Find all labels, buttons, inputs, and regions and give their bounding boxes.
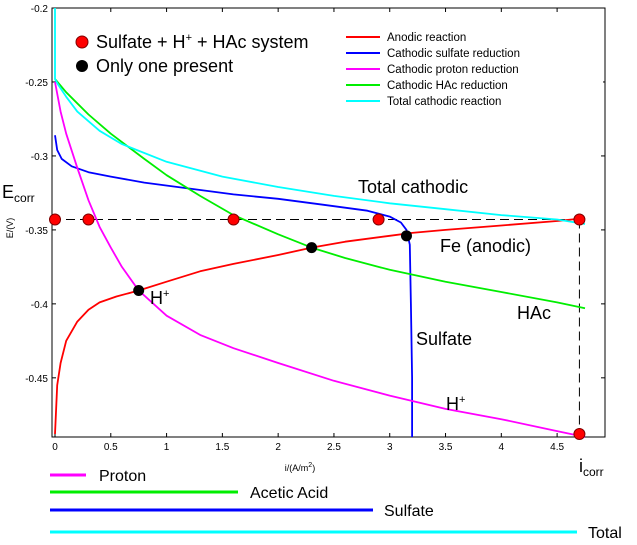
- red-marker: [227, 213, 240, 226]
- legend-entry: Cathodic proton reduction: [387, 64, 519, 76]
- y-tick-label: -0.2: [31, 4, 49, 15]
- y-tick-label: -0.45: [25, 374, 48, 385]
- x-tick-label: 3.5: [439, 442, 453, 453]
- legend-entry: Cathodic sulfate reduction: [387, 48, 520, 60]
- annotation-h-plus-upper: H+: [150, 288, 169, 308]
- black-marker: [306, 242, 318, 254]
- x-tick-label: 3: [387, 442, 393, 453]
- series-line-cathodic-proton-reduction: [54, 81, 586, 438]
- x-tick-label: 1: [164, 442, 170, 453]
- x-tick-label: 0: [52, 442, 58, 453]
- y-tick-labels: -0.45 -0.4 -0.35 -0.3 -0.25 -0.2: [25, 4, 48, 385]
- annotation-total-cathodic: Total cathodic: [358, 177, 468, 197]
- x-tick-label: 2: [275, 442, 281, 453]
- red-marker: [49, 213, 61, 226]
- black-marker: [133, 285, 145, 297]
- annotation-hac: HAc: [517, 303, 551, 323]
- bottom-label-proton: Proton: [99, 468, 146, 485]
- red-marker: [573, 428, 586, 441]
- x-tick-labels: 0 0.5 1 1.5 2 2.5 3 3.5 4 4.5: [52, 442, 564, 453]
- series-lines: [54, 8, 586, 438]
- marker-legend-system: Sulfate + H+ + HAc system: [96, 32, 309, 52]
- x-tick-label: 4: [499, 442, 505, 453]
- annotation-h-plus-lower: H+: [446, 394, 465, 414]
- bottom-key: Proton Acetic Acid Sulfate Total: [50, 468, 622, 542]
- legend-entry: Cathodic HAc reduction: [387, 80, 508, 92]
- markers: [49, 213, 586, 441]
- axis-ticks: [52, 7, 605, 437]
- series-line-cathodic-hac-reduction: [54, 78, 586, 310]
- series-line-total-cathodic-reaction: [54, 8, 586, 225]
- x-tick-label: 0.5: [104, 442, 118, 453]
- black-marker: [400, 230, 412, 242]
- annotation-ecorr: Ecorr: [2, 182, 35, 205]
- series-legend: Anodic reaction Cathodic sulfate reductio…: [340, 27, 603, 113]
- x-tick-label: 1.5: [215, 442, 229, 453]
- series-line-cathodic-sulfate-reduction: [54, 135, 414, 437]
- y-tick-label: -0.3: [31, 152, 49, 163]
- annotation-fe-anodic: Fe (anodic): [440, 236, 531, 256]
- red-marker: [372, 213, 385, 226]
- legend-red-marker-icon: [75, 35, 89, 49]
- x-axis-label: i/(A/m2): [285, 462, 315, 473]
- marker-legend: Sulfate + H+ + HAc system Only one prese…: [75, 32, 309, 76]
- red-marker: [573, 213, 586, 226]
- annotation-icorr: icorr: [579, 456, 604, 479]
- annotation-sulfate: Sulfate: [416, 329, 472, 349]
- y-tick-label: -0.4: [31, 300, 49, 311]
- bottom-label-acetic-acid: Acetic Acid: [250, 485, 328, 502]
- red-marker: [82, 213, 95, 226]
- legend-entry: Anodic reaction: [387, 32, 466, 44]
- series-line-anodic-reaction: [54, 217, 586, 435]
- legend-entry: Total cathodic reaction: [387, 96, 501, 108]
- y-tick-label: -0.35: [25, 226, 48, 237]
- legend-box: [340, 27, 603, 113]
- bottom-label-total: Total: [588, 525, 622, 542]
- legend-black-marker-icon: [76, 60, 88, 72]
- marker-legend-single: Only one present: [96, 56, 233, 76]
- bottom-label-sulfate: Sulfate: [384, 503, 434, 520]
- y-axis-label: E/(V): [5, 218, 15, 239]
- y-tick-label: -0.25: [25, 78, 48, 89]
- x-tick-label: 4.5: [550, 442, 564, 453]
- x-tick-label: 2.5: [327, 442, 341, 453]
